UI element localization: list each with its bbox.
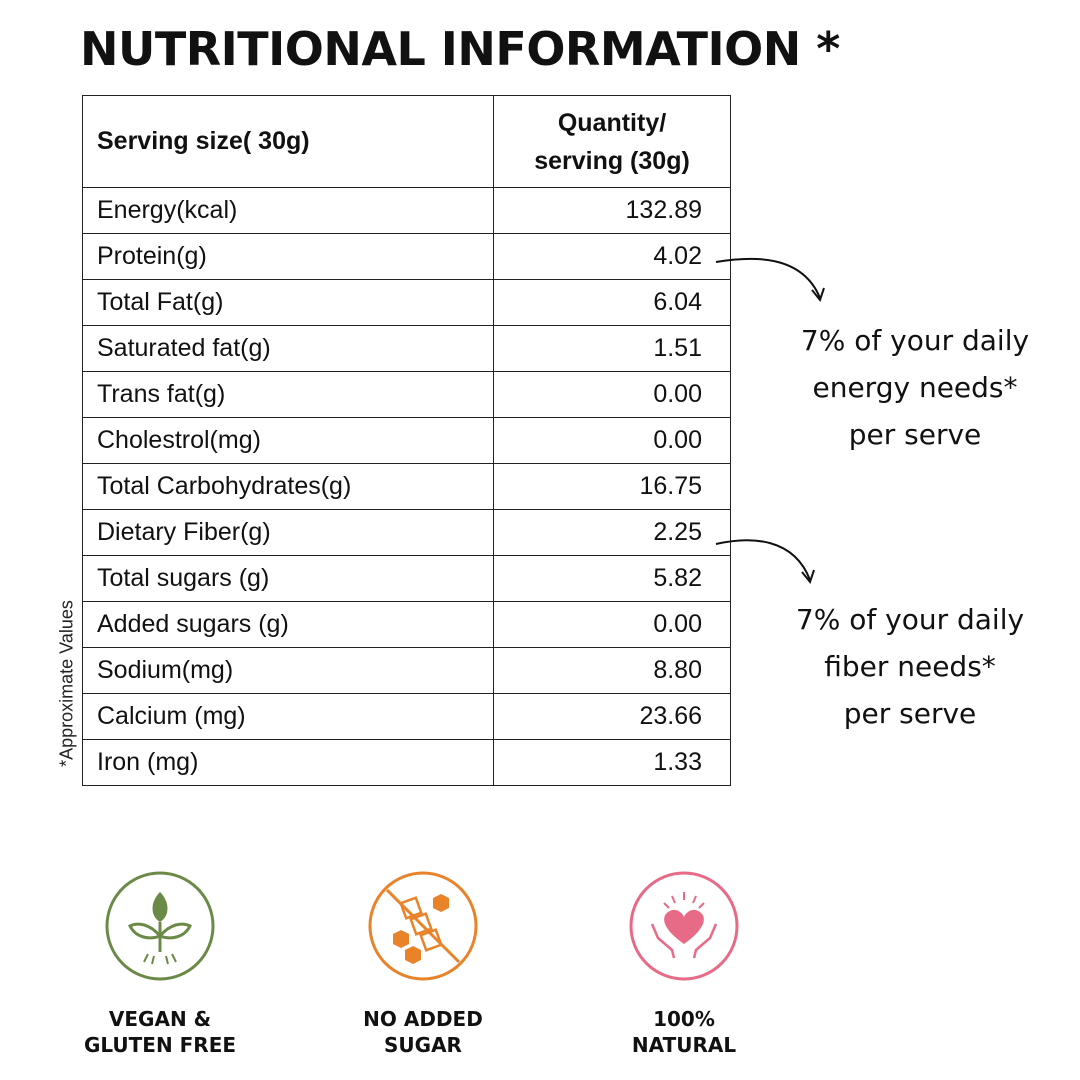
table-row: Trans fat(g) 0.00 — [82, 371, 731, 418]
nutrition-table: Serving size( 30g) Quantity/ serving (30… — [82, 95, 731, 786]
nutrient-name: Iron (mg) — [82, 739, 494, 786]
badge-sugar-line1: NO ADDED — [363, 1007, 483, 1031]
fiber-callout-line2: fiber needs* — [824, 650, 996, 683]
nutrient-value: 1.51 — [493, 325, 731, 372]
nutrient-name: Saturated fat(g) — [82, 325, 494, 372]
header-quantity-line1: Quantity/ — [557, 108, 667, 137]
nutrient-value: 132.89 — [493, 187, 731, 234]
table-row: Dietary Fiber(g) 2.25 — [82, 509, 731, 556]
table-row: Total Fat(g) 6.04 — [82, 279, 731, 326]
badge-natural-line2: NATURAL — [631, 1033, 737, 1057]
no-sugar-icon — [368, 871, 478, 981]
badge-vegan: VEGAN & GLUTEN FREE — [70, 870, 250, 1058]
heart-hands-icon — [629, 871, 739, 981]
nutrient-value: 0.00 — [493, 417, 731, 464]
nutrient-value: 1.33 — [493, 739, 731, 786]
badge-natural: 100% NATURAL — [594, 870, 774, 1058]
page-title: NUTRITIONAL INFORMATION * — [80, 22, 840, 76]
table-row: Total Carbohydrates(g) 16.75 — [82, 463, 731, 510]
energy-callout-line3: per serve — [848, 418, 982, 451]
nutrient-value: 23.66 — [493, 693, 731, 740]
badge-sugar-line2: SUGAR — [384, 1033, 462, 1057]
nutrient-value: 16.75 — [493, 463, 731, 510]
header-quantity-line2: serving (30g) — [534, 146, 690, 175]
nutrient-name: Total Carbohydrates(g) — [82, 463, 494, 510]
nutrient-name: Dietary Fiber(g) — [82, 509, 494, 556]
table-row: Iron (mg) 1.33 — [82, 739, 731, 786]
badge-vegan-line1: VEGAN & — [108, 1007, 212, 1031]
nutrient-name: Added sugars (g) — [82, 601, 494, 648]
table-row: Saturated fat(g) 1.51 — [82, 325, 731, 372]
table-row: Protein(g) 4.02 — [82, 233, 731, 280]
fiber-callout: 7% of your daily fiber needs* per serve — [785, 596, 1035, 737]
energy-callout-line2: energy needs* — [812, 371, 1018, 404]
vegan-leaf-icon — [105, 871, 215, 981]
header-quantity: Quantity/ serving (30g) — [493, 95, 731, 188]
table-row: Calcium (mg) 23.66 — [82, 693, 731, 740]
table-row: Energy(kcal) 132.89 — [82, 187, 731, 234]
nutrient-value: 4.02 — [493, 233, 731, 280]
table-row: Cholestrol(mg) 0.00 — [82, 417, 731, 464]
nutrient-name: Calcium (mg) — [82, 693, 494, 740]
table-row: Sodium(mg) 8.80 — [82, 647, 731, 694]
fiber-callout-line3: per serve — [843, 697, 977, 730]
nutrient-value: 2.25 — [493, 509, 731, 556]
nutrient-value: 0.00 — [493, 371, 731, 418]
nutrient-name: Trans fat(g) — [82, 371, 494, 418]
nutrient-value: 5.82 — [493, 555, 731, 602]
energy-callout: 7% of your daily energy needs* per serve — [790, 317, 1040, 458]
nutrient-value: 0.00 — [493, 601, 731, 648]
energy-callout-line1: 7% of your daily — [800, 324, 1030, 357]
fiber-arrow-icon — [715, 539, 815, 585]
badge-no-added-sugar: NO ADDED SUGAR — [333, 870, 513, 1058]
nutrient-value: 8.80 — [493, 647, 731, 694]
nutrient-name: Cholestrol(mg) — [82, 417, 494, 464]
fiber-callout-line1: 7% of your daily — [795, 603, 1025, 636]
badge-natural-line1: 100% — [653, 1007, 715, 1031]
table-row: Added sugars (g) 0.00 — [82, 601, 731, 648]
nutrient-name: Energy(kcal) — [82, 187, 494, 234]
table-row: Total sugars (g) 5.82 — [82, 555, 731, 602]
nutrient-name: Total sugars (g) — [82, 555, 494, 602]
approximate-values-label: *Approximate Values — [56, 600, 77, 767]
badge-vegan-line2: GLUTEN FREE — [83, 1033, 237, 1057]
nutrient-value: 6.04 — [493, 279, 731, 326]
energy-arrow-icon — [715, 257, 825, 303]
nutrient-name: Total Fat(g) — [82, 279, 494, 326]
nutrient-name: Sodium(mg) — [82, 647, 494, 694]
table-header-row: Serving size( 30g) Quantity/ serving (30… — [82, 95, 731, 188]
header-serving-size: Serving size( 30g) — [82, 95, 494, 188]
nutrient-name: Protein(g) — [82, 233, 494, 280]
